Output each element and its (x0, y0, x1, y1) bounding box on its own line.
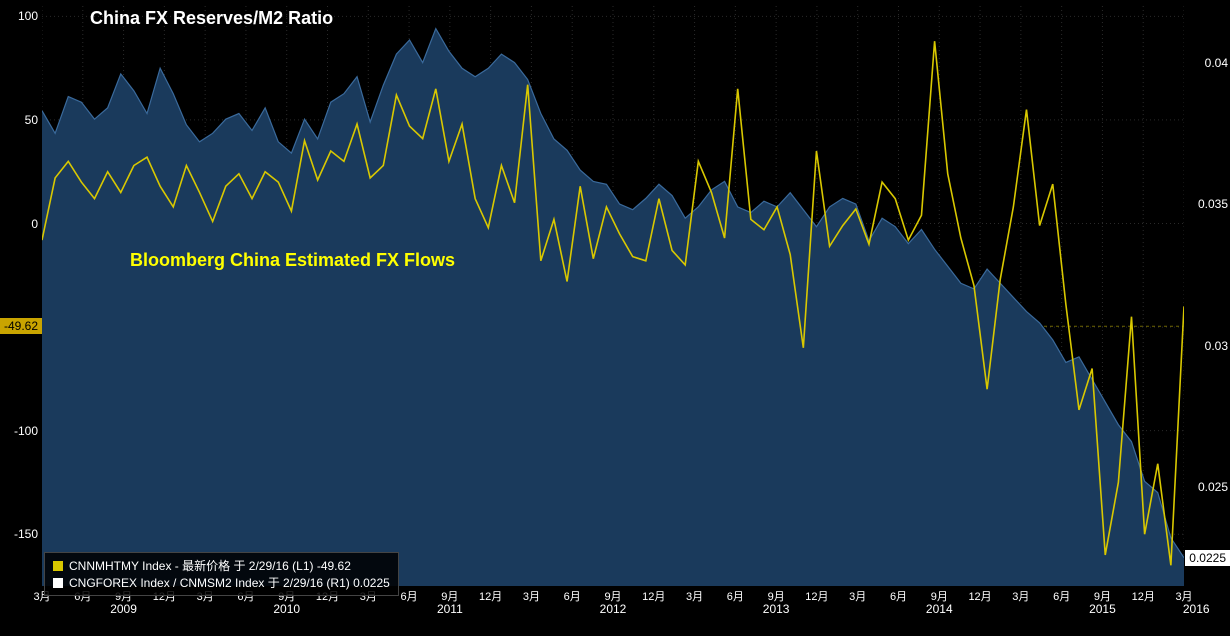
x-month-tick: 3月 (1012, 588, 1029, 604)
legend-swatch (53, 578, 63, 588)
x-month-tick: 6月 (1053, 588, 1070, 604)
x-month-tick: 12月 (642, 588, 665, 604)
left-current-value-marker: -49.62 (0, 318, 42, 334)
chart-container: 100500-50-100-150 0.040.0350.030.025 -49… (0, 0, 1230, 636)
chart-title-mid: Bloomberg China Estimated FX Flows (130, 250, 455, 271)
x-year-tick: 2016 (1183, 602, 1210, 616)
x-month-tick: 6月 (727, 588, 744, 604)
y-right-tick: 0.035 (1198, 197, 1228, 211)
x-month-tick: 12月 (805, 588, 828, 604)
x-month-tick: 6月 (564, 588, 581, 604)
y-left-tick: -150 (0, 527, 38, 541)
x-month-tick: 6月 (890, 588, 907, 604)
x-year-tick: 2010 (273, 602, 300, 616)
y-right-tick: 0.03 (1205, 339, 1228, 353)
x-month-tick: 3月 (686, 588, 703, 604)
y-right-tick: 0.025 (1198, 480, 1228, 494)
x-month-tick: 12月 (479, 588, 502, 604)
chart-title-top: China FX Reserves/M2 Ratio (90, 8, 333, 29)
legend-swatch (53, 561, 63, 571)
y-left-tick: 50 (0, 113, 38, 127)
x-month-tick: 3月 (849, 588, 866, 604)
x-year-tick: 2015 (1089, 602, 1116, 616)
x-year-tick: 2009 (110, 602, 137, 616)
y-right-tick: 0.04 (1205, 56, 1228, 70)
x-month-tick: 12月 (1132, 588, 1155, 604)
x-year-tick: 2012 (600, 602, 627, 616)
legend-row: CNNMHTMY Index - 最新价格 于 2/29/16 (L1) -49… (53, 557, 390, 574)
x-month-tick: 3月 (523, 588, 540, 604)
plot-area (42, 6, 1184, 586)
legend-box: CNNMHTMY Index - 最新价格 于 2/29/16 (L1) -49… (44, 552, 399, 596)
legend-row: CNGFOREX Index / CNMSM2 Index 于 2/29/16 … (53, 574, 390, 591)
x-year-tick: 2013 (763, 602, 790, 616)
y-left-tick: 0 (0, 217, 38, 231)
y-left-tick: -100 (0, 424, 38, 438)
legend-text: CNGFOREX Index / CNMSM2 Index 于 2/29/16 … (69, 574, 390, 591)
x-year-tick: 2014 (926, 602, 953, 616)
right-current-value-marker: 0.0225 (1185, 550, 1230, 566)
y-left-tick: 100 (0, 9, 38, 23)
legend-text: CNNMHTMY Index - 最新价格 于 2/29/16 (L1) -49… (69, 557, 351, 574)
x-month-tick: 12月 (968, 588, 991, 604)
x-year-tick: 2011 (437, 602, 463, 616)
x-month-tick: 6月 (401, 588, 418, 604)
